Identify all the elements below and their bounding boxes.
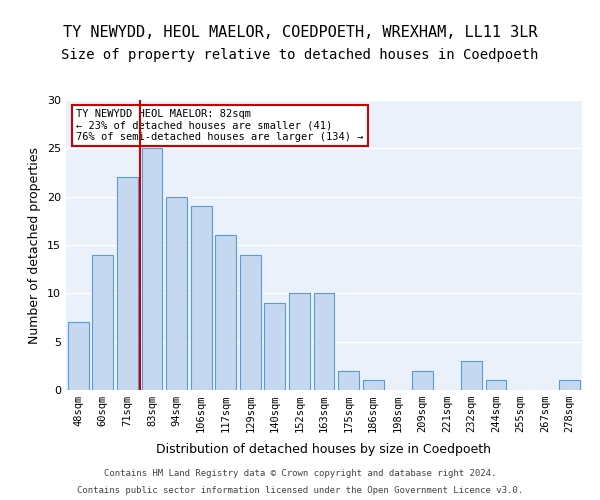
Bar: [289, 294, 310, 390]
Bar: [412, 370, 433, 390]
Bar: [559, 380, 580, 390]
Bar: [338, 370, 359, 390]
Text: TY NEWYDD HEOL MAELOR: 82sqm
← 23% of detached houses are smaller (41)
76% of se: TY NEWYDD HEOL MAELOR: 82sqm ← 23% of de…: [76, 108, 364, 142]
Bar: [215, 236, 236, 390]
Bar: [68, 322, 89, 390]
Bar: [142, 148, 163, 390]
Bar: [461, 361, 482, 390]
Bar: [117, 178, 138, 390]
Bar: [92, 254, 113, 390]
Bar: [362, 380, 383, 390]
Text: Contains public sector information licensed under the Open Government Licence v3: Contains public sector information licen…: [77, 486, 523, 495]
Bar: [191, 206, 212, 390]
Text: Contains HM Land Registry data © Crown copyright and database right 2024.: Contains HM Land Registry data © Crown c…: [104, 468, 496, 477]
Text: Size of property relative to detached houses in Coedpoeth: Size of property relative to detached ho…: [61, 48, 539, 62]
Y-axis label: Number of detached properties: Number of detached properties: [28, 146, 41, 344]
Bar: [265, 303, 286, 390]
Text: TY NEWYDD, HEOL MAELOR, COEDPOETH, WREXHAM, LL11 3LR: TY NEWYDD, HEOL MAELOR, COEDPOETH, WREXH…: [63, 25, 537, 40]
Bar: [240, 254, 261, 390]
Bar: [485, 380, 506, 390]
X-axis label: Distribution of detached houses by size in Coedpoeth: Distribution of detached houses by size …: [157, 444, 491, 456]
Bar: [314, 294, 334, 390]
Bar: [166, 196, 187, 390]
